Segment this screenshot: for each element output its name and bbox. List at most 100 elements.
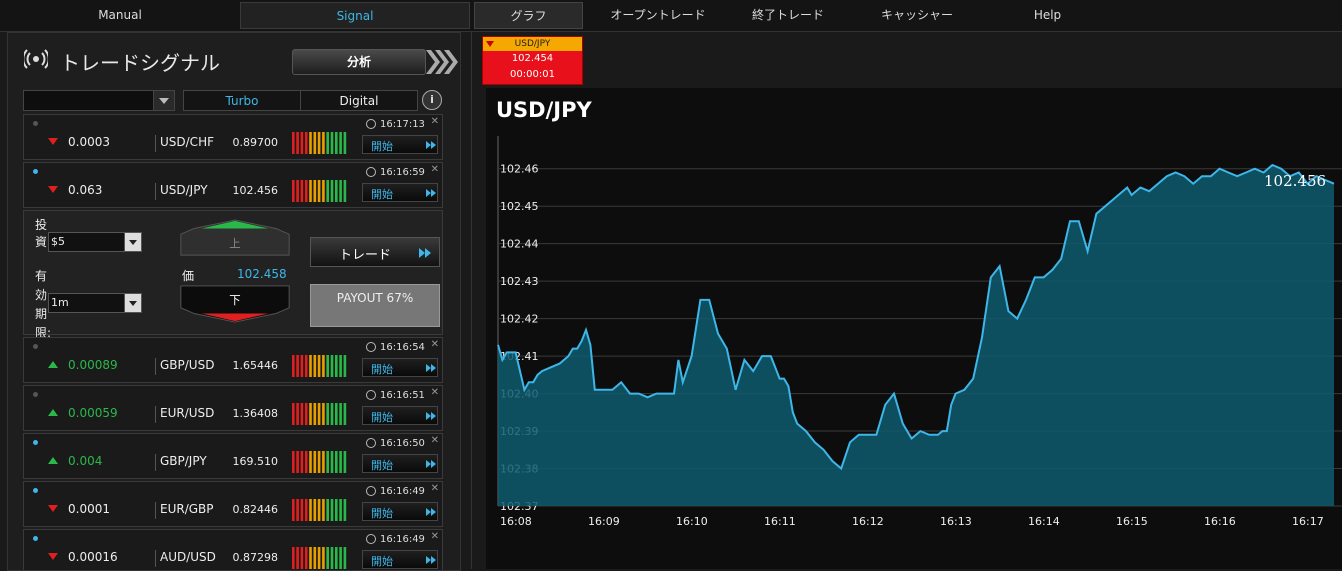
x-tick-label: 16:16: [1204, 515, 1236, 528]
signal-row[interactable]: 16:16:49 ✕ 0.00016 AUD/USD 0.87298 開始: [23, 529, 443, 570]
status-dot: [33, 440, 38, 445]
signal-pair: AUD/USD: [160, 550, 216, 564]
start-button[interactable]: 開始: [362, 502, 438, 521]
down-arrow-icon: [48, 138, 58, 145]
signal-pair: GBP/JPY: [160, 454, 207, 468]
arrow-right-icon: [426, 141, 431, 149]
open-chart-tab[interactable]: USD/JPY 102.454 00:00:01: [482, 36, 583, 85]
start-button[interactable]: 開始: [362, 550, 438, 569]
x-tick-label: 16:14: [1028, 515, 1060, 528]
arrow-right-icon: [431, 412, 436, 420]
signal-pair: USD/CHF: [160, 135, 214, 149]
invest-label: 投資:: [35, 218, 52, 249]
start-label: 開始: [371, 188, 393, 201]
start-button[interactable]: 開始: [362, 358, 438, 377]
signal-change: 0.0001: [68, 502, 110, 516]
start-button[interactable]: 開始: [362, 454, 438, 473]
signal-pair: USD/JPY: [160, 183, 208, 197]
chevron-down-icon[interactable]: [153, 91, 174, 110]
price-chart[interactable]: 102.46102.45102.44102.43102.42102.41102.…: [486, 88, 1342, 569]
signal-price: 1.65446: [232, 359, 279, 372]
down-arrow-icon: [48, 186, 58, 193]
tab-cashier[interactable]: キャッシャー: [880, 8, 953, 22]
clock-icon: [366, 119, 376, 129]
tab-signal[interactable]: Signal: [240, 2, 470, 29]
close-icon[interactable]: ✕: [430, 339, 439, 350]
signal-time: 16:16:49: [380, 534, 425, 545]
price-area: [498, 165, 1334, 506]
signal-time: 16:17:13: [380, 119, 425, 130]
arrow-right-icon: [431, 460, 436, 468]
chevrons-icon: [426, 50, 458, 74]
chart-title: USD/JPY: [496, 98, 592, 122]
signal-change: 0.004: [68, 454, 103, 468]
close-icon[interactable]: ✕: [430, 531, 439, 542]
trade-button[interactable]: トレード: [310, 237, 440, 267]
tab-graph[interactable]: グラフ: [474, 2, 583, 29]
signal-price: 0.82446: [232, 503, 279, 516]
trade-label: トレード: [339, 248, 392, 263]
invest-field[interactable]: $5: [48, 232, 142, 252]
arrow-right-icon: [425, 248, 431, 258]
signal-pair: EUR/USD: [160, 406, 215, 420]
tab-turbo[interactable]: Turbo: [183, 90, 301, 111]
close-icon[interactable]: ✕: [430, 164, 439, 175]
close-icon[interactable]: ✕: [430, 435, 439, 446]
close-icon[interactable]: ✕: [430, 387, 439, 398]
signal-row[interactable]: 16:16:50 ✕ 0.004 GBP/JPY 169.510 開始: [23, 433, 443, 479]
divider: [155, 502, 156, 519]
chevron-down-icon[interactable]: [124, 294, 141, 312]
x-tick-label: 16:09: [588, 515, 620, 528]
tab-open-trades[interactable]: オープントレード: [610, 8, 706, 22]
divider: [155, 135, 156, 152]
signal-row[interactable]: 16:16:49 ✕ 0.0001 EUR/GBP 0.82446 開始: [23, 481, 443, 527]
status-dot: [33, 169, 38, 174]
start-button[interactable]: 開始: [362, 135, 438, 154]
info-icon[interactable]: i: [422, 90, 442, 110]
tab-help[interactable]: Help: [1033, 8, 1062, 22]
pair-filter-select[interactable]: [23, 90, 175, 111]
status-dot: [33, 536, 38, 541]
close-icon[interactable]: ✕: [430, 116, 439, 127]
arrow-right-icon: [426, 460, 431, 468]
tab-manual[interactable]: Manual: [98, 8, 142, 22]
tab-digital[interactable]: Digital: [300, 90, 418, 111]
start-label: 開始: [371, 140, 393, 153]
signal-time: 16:16:59: [380, 167, 425, 178]
arrow-right-icon: [426, 364, 431, 372]
down-label: 下: [229, 293, 240, 307]
signal-price: 0.87298: [232, 551, 279, 564]
signal-row[interactable]: 16:17:13 ✕ 0.0003 USD/CHF 0.89700 開始: [23, 114, 443, 160]
tab-closed-trades[interactable]: 終了トレード: [751, 8, 824, 22]
expiry-field[interactable]: 1m: [48, 293, 142, 313]
start-button[interactable]: 開始: [362, 183, 438, 202]
signal-row[interactable]: 16:16:54 ✕ 0.00089 GBP/USD 1.65446 開始: [23, 337, 443, 383]
x-tick-label: 16:10: [676, 515, 708, 528]
signal-row[interactable]: 16:16:51 ✕ 0.00059 EUR/USD 1.36408 開始: [23, 385, 443, 431]
x-tick-label: 16:17: [1292, 515, 1324, 528]
signal-change: 0.0003: [68, 135, 110, 149]
signal-time: 16:16:49: [380, 486, 425, 497]
analyze-label: 分析: [292, 49, 426, 75]
chart-area: USD/JPY 102.46 102.45 102.44 102.43 102.42 10…: [486, 88, 1342, 569]
signal-change: 0.063: [68, 183, 103, 197]
start-label: 開始: [371, 363, 393, 376]
signal-icon: [24, 49, 48, 69]
x-tick-label: 16:13: [940, 515, 972, 528]
price-value: 102.458: [237, 267, 287, 281]
expiry-value: 1m: [51, 296, 69, 309]
down-arrow-icon: [48, 553, 58, 560]
arrow-right-icon: [431, 364, 436, 372]
signal-row[interactable]: 16:16:59 ✕ 0.063 USD/JPY 102.456 開始: [23, 162, 443, 208]
chevron-down-icon[interactable]: [124, 233, 141, 251]
arrow-right-icon: [426, 556, 431, 564]
analyze-button[interactable]: 分析: [292, 49, 458, 75]
up-button[interactable]: 上: [178, 219, 292, 257]
status-dot: [33, 392, 38, 397]
down-button[interactable]: 下: [178, 285, 292, 323]
strength-meter: [292, 403, 347, 425]
strength-meter: [292, 547, 347, 569]
close-icon[interactable]: ✕: [430, 483, 439, 494]
strength-meter: [292, 499, 347, 521]
start-button[interactable]: 開始: [362, 406, 438, 425]
